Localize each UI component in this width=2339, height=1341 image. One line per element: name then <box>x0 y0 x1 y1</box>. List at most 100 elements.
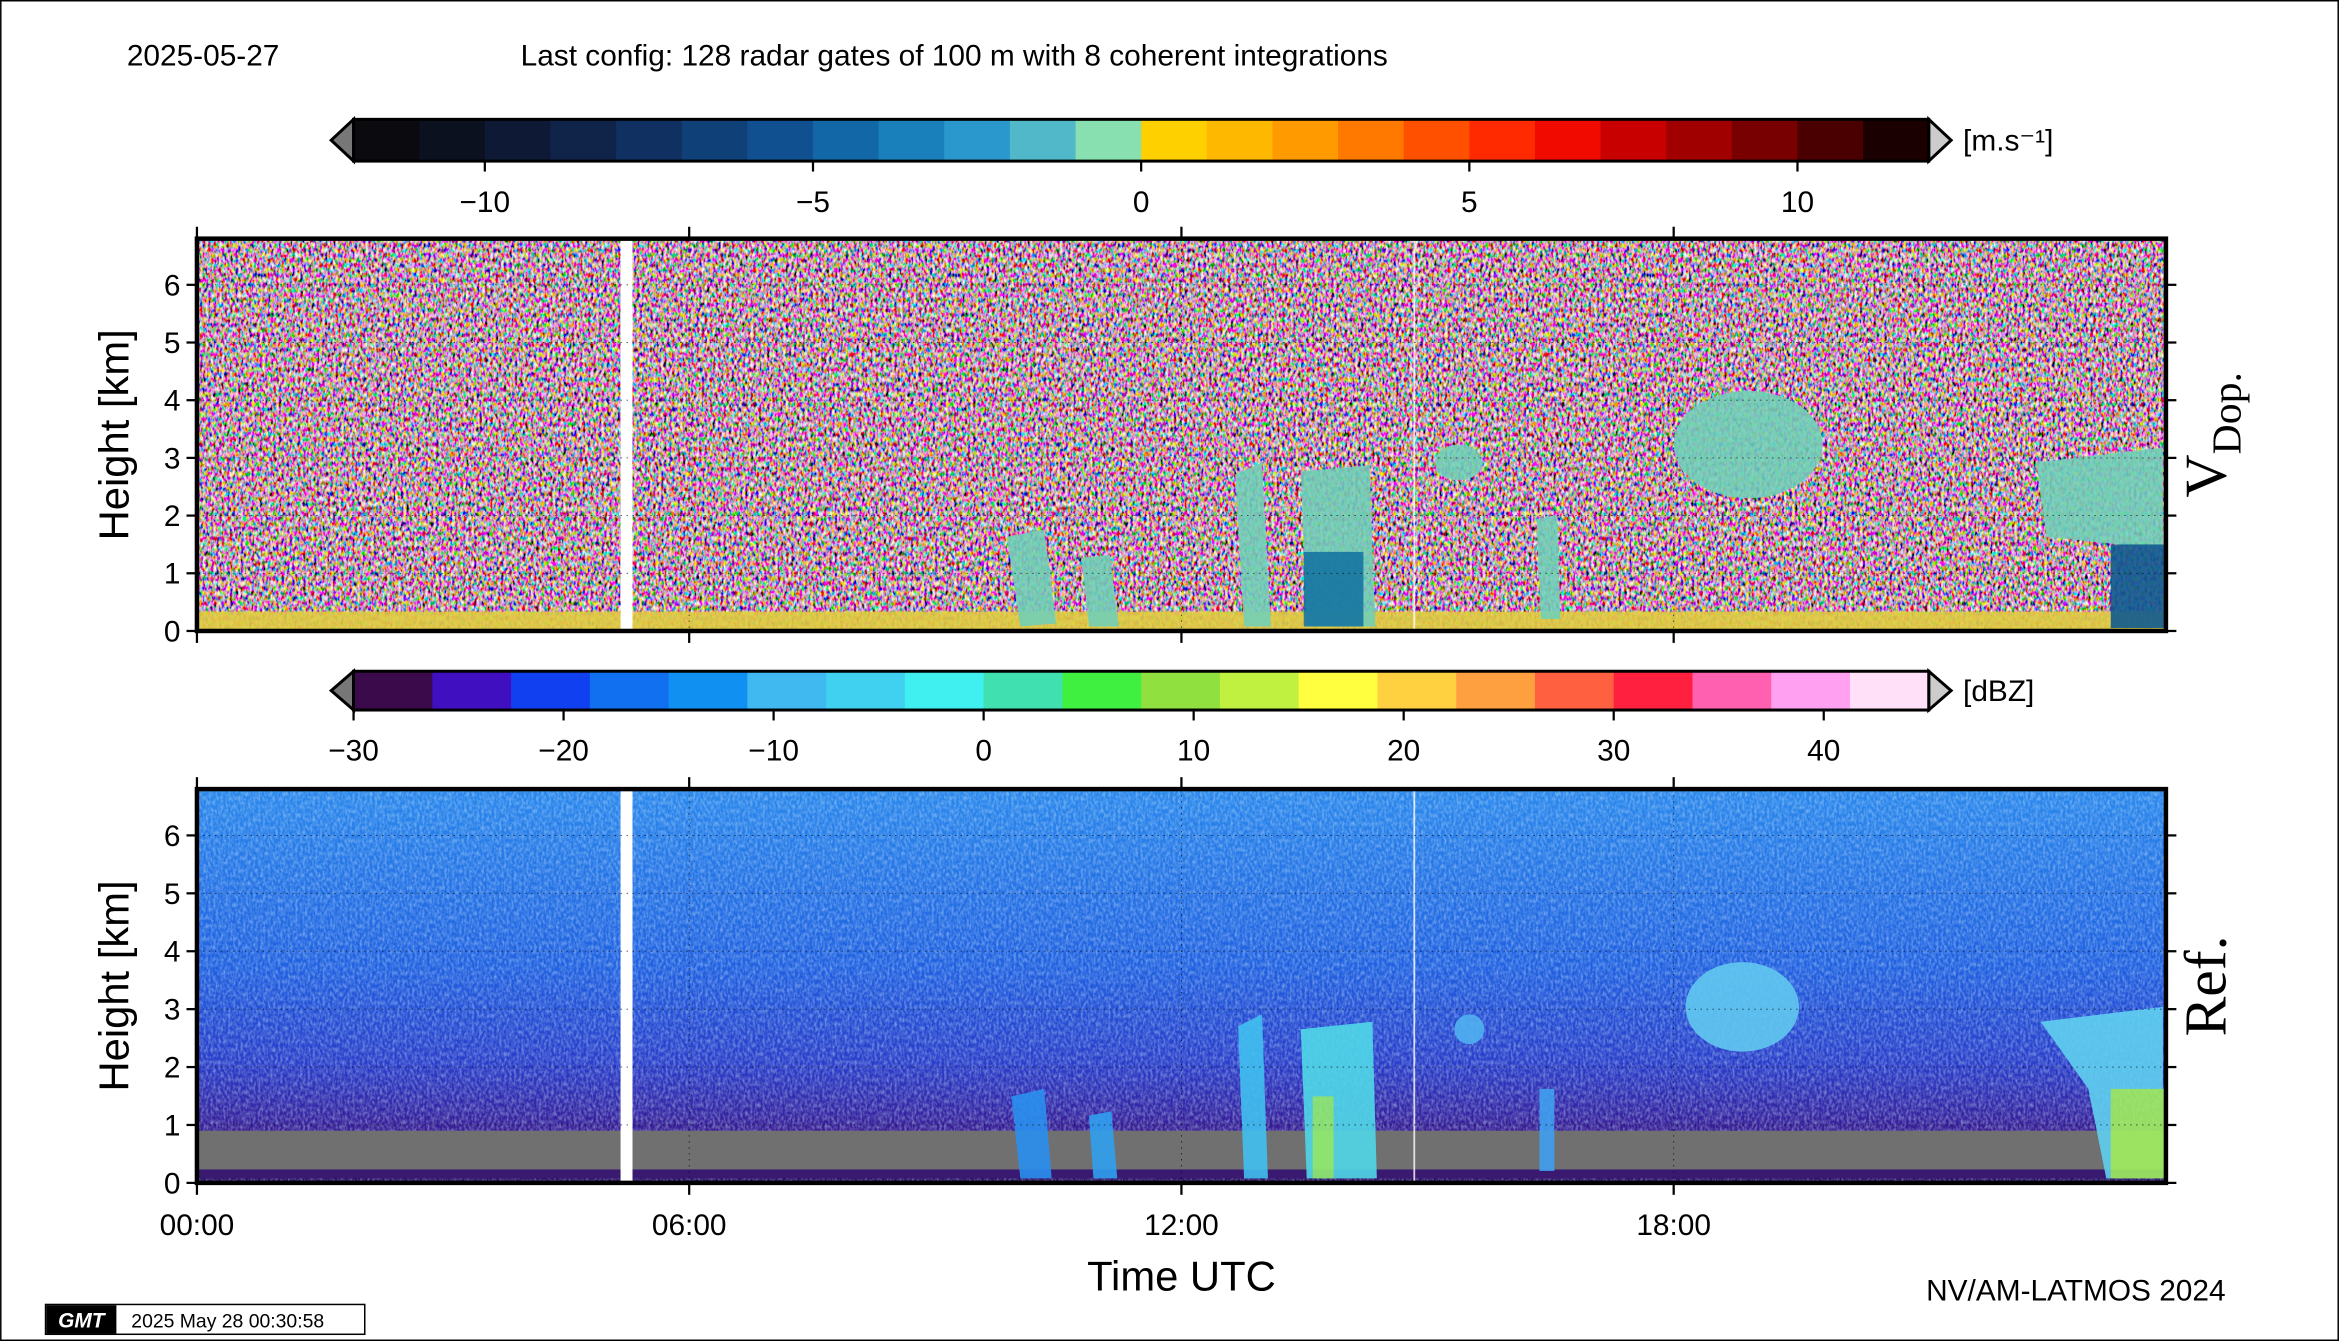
colorbar-bin <box>878 119 946 162</box>
noise <box>196 238 2166 631</box>
colorbar-unit: [m.s⁻¹] <box>1963 125 2053 158</box>
colorbar-bin <box>1338 119 1405 162</box>
colorbar-bin <box>904 671 985 711</box>
colorbar-tick-label: 0 <box>1133 186 1150 219</box>
colorbar-bin <box>353 671 434 711</box>
colorbar-bin <box>1534 119 1602 162</box>
panel-label-main: Ref. <box>2173 935 2239 1036</box>
colorbar-bin <box>1272 119 1339 162</box>
colorbar-tick-label: −30 <box>328 735 379 768</box>
x-tick-label: 06:00 <box>652 1209 727 1242</box>
y-tick-label: 2 <box>164 1052 181 1085</box>
colorbar-tick-label: 20 <box>1387 735 1420 768</box>
colorbar-bin <box>747 119 814 162</box>
colorbar-bin <box>419 119 486 162</box>
colorbar-bin <box>1298 671 1379 711</box>
colorbar-bin <box>1062 671 1142 711</box>
x-tick-label: 00:00 <box>160 1209 235 1242</box>
cloud-core <box>1303 551 1364 627</box>
colorbar-bin <box>1771 671 1851 711</box>
colorbar-arrow <box>329 115 356 165</box>
clouds <box>1011 962 2165 1179</box>
logo-box <box>46 1305 117 1334</box>
date: 2025-05-27 <box>127 40 280 73</box>
colorbar-tick-label: 5 <box>1461 186 1478 219</box>
y-tick-label: 2 <box>164 500 181 533</box>
colorbar-tick-label: −10 <box>460 186 511 219</box>
colorbar-bin <box>1731 119 1799 162</box>
colorbar-tick-label: −10 <box>748 735 799 768</box>
colorbar-bin <box>812 119 880 162</box>
colorbar-bin <box>1797 119 1864 162</box>
colorbar-bin <box>1600 119 1667 162</box>
y-tick-label: 0 <box>164 1167 181 1200</box>
colorbar-bin <box>550 119 617 162</box>
colorbar-tick-label: 40 <box>1807 735 1840 768</box>
colorbar-tick-label: 30 <box>1597 735 1630 768</box>
y-tick-label: 1 <box>164 1109 181 1142</box>
timestamp: 2025 May 28 00:30:58 <box>131 1311 324 1333</box>
panel-label-main: V <box>2173 454 2239 497</box>
colorbar-bin <box>1009 119 1077 162</box>
colorbar-bin <box>1075 119 1142 162</box>
colorbar-bin <box>353 119 420 162</box>
colorbar-tick-label: 10 <box>1177 735 1210 768</box>
colorbar-bin <box>1377 671 1457 711</box>
colorbar-bin <box>1456 671 1536 711</box>
panel-label: VDop. <box>2173 372 2251 497</box>
data-gap <box>1413 789 1416 1183</box>
colorbar-tick-label: 10 <box>1781 186 1814 219</box>
colorbar-unit: [dBZ] <box>1963 675 2034 708</box>
y-axis-label: Height [km] <box>90 880 137 1091</box>
colorbar-bin <box>1666 119 1733 162</box>
panel-label: Ref. <box>2173 935 2239 1036</box>
colorbar-bin <box>681 119 749 162</box>
colorbar-bin <box>983 671 1064 711</box>
colorbar-bin <box>1613 671 1694 711</box>
logo: GMT <box>58 1310 107 1333</box>
cloud-core <box>2110 544 2165 628</box>
ground-clutter <box>196 1169 2166 1179</box>
colorbar-bin <box>1863 119 1930 162</box>
colorbar-bin <box>668 671 749 711</box>
colorbar-arrow <box>1927 667 1954 714</box>
colorbar-bin <box>1849 671 1930 711</box>
colorbar-bin <box>1219 671 1300 711</box>
y-tick-label: 5 <box>164 878 181 911</box>
data-gap <box>620 789 633 1183</box>
y-tick-label: 3 <box>164 994 181 1027</box>
colorbar-bin <box>1534 671 1615 711</box>
y-tick-label: 6 <box>164 820 181 853</box>
x-tick-label: 18:00 <box>1636 1209 1711 1242</box>
colorbar-bin <box>1469 119 1536 162</box>
data-gap <box>620 238 633 631</box>
y-tick-label: 4 <box>164 936 181 969</box>
colorbar-bin <box>1403 119 1471 162</box>
x-axis-label: Time UTC <box>1087 1252 1276 1299</box>
colorbar-arrow <box>328 667 356 714</box>
y-tick-label: 5 <box>164 327 181 360</box>
y-tick-label: 6 <box>164 269 181 302</box>
colorbar-frame <box>352 669 1931 712</box>
colorbar-bin <box>1206 119 1274 162</box>
config: Last config: 128 radar gates of 100 m wi… <box>521 40 1388 73</box>
colorbar-bin <box>589 671 670 711</box>
data-gap <box>1413 238 1416 631</box>
doppler-field <box>196 238 2166 631</box>
colorbar-bin <box>826 671 906 711</box>
colorbar-bin <box>1141 671 1221 711</box>
colorbar-bin <box>484 119 552 162</box>
y-tick-label: 4 <box>164 385 181 418</box>
colorbar-bin <box>944 119 1011 162</box>
colorbar-bin <box>747 671 827 711</box>
colorbar-tick-label: −5 <box>796 186 830 219</box>
colorbar-bin <box>1141 119 1208 162</box>
clouds <box>1006 390 2163 627</box>
colorbar-tick-label: −20 <box>538 735 589 768</box>
y-tick-label: 3 <box>164 442 181 475</box>
colorbar-bin <box>432 671 512 711</box>
colorbar-bin <box>511 671 591 711</box>
colorbar-bin <box>616 119 683 162</box>
